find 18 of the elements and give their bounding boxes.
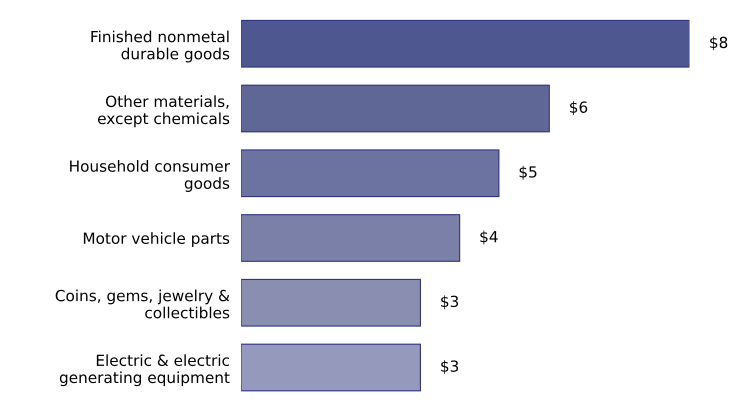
y-tick-label: Coins, gems, jewelry & collectibles xyxy=(56,290,230,318)
y-tick-label: Other materials, except chemicals xyxy=(98,95,230,128)
data-label: $8 xyxy=(710,36,728,50)
bar xyxy=(241,149,500,198)
bar xyxy=(241,214,460,262)
data-label: $4 xyxy=(480,230,498,244)
y-tick-label: Motor vehicle parts xyxy=(84,232,230,247)
bar xyxy=(241,344,421,392)
data-label: $6 xyxy=(570,101,588,115)
bar xyxy=(241,20,690,68)
bar xyxy=(241,278,421,327)
bar xyxy=(241,84,550,132)
data-label: $5 xyxy=(520,166,536,180)
y-tick-label: Electric & electric generating equipment xyxy=(60,354,230,386)
data-label: $3 xyxy=(441,295,458,310)
y-tick-label: Finished nonmetal durable goods xyxy=(91,30,230,62)
y-tick-label: Household consumer goods xyxy=(70,160,230,192)
data-label: $3 xyxy=(441,360,458,374)
